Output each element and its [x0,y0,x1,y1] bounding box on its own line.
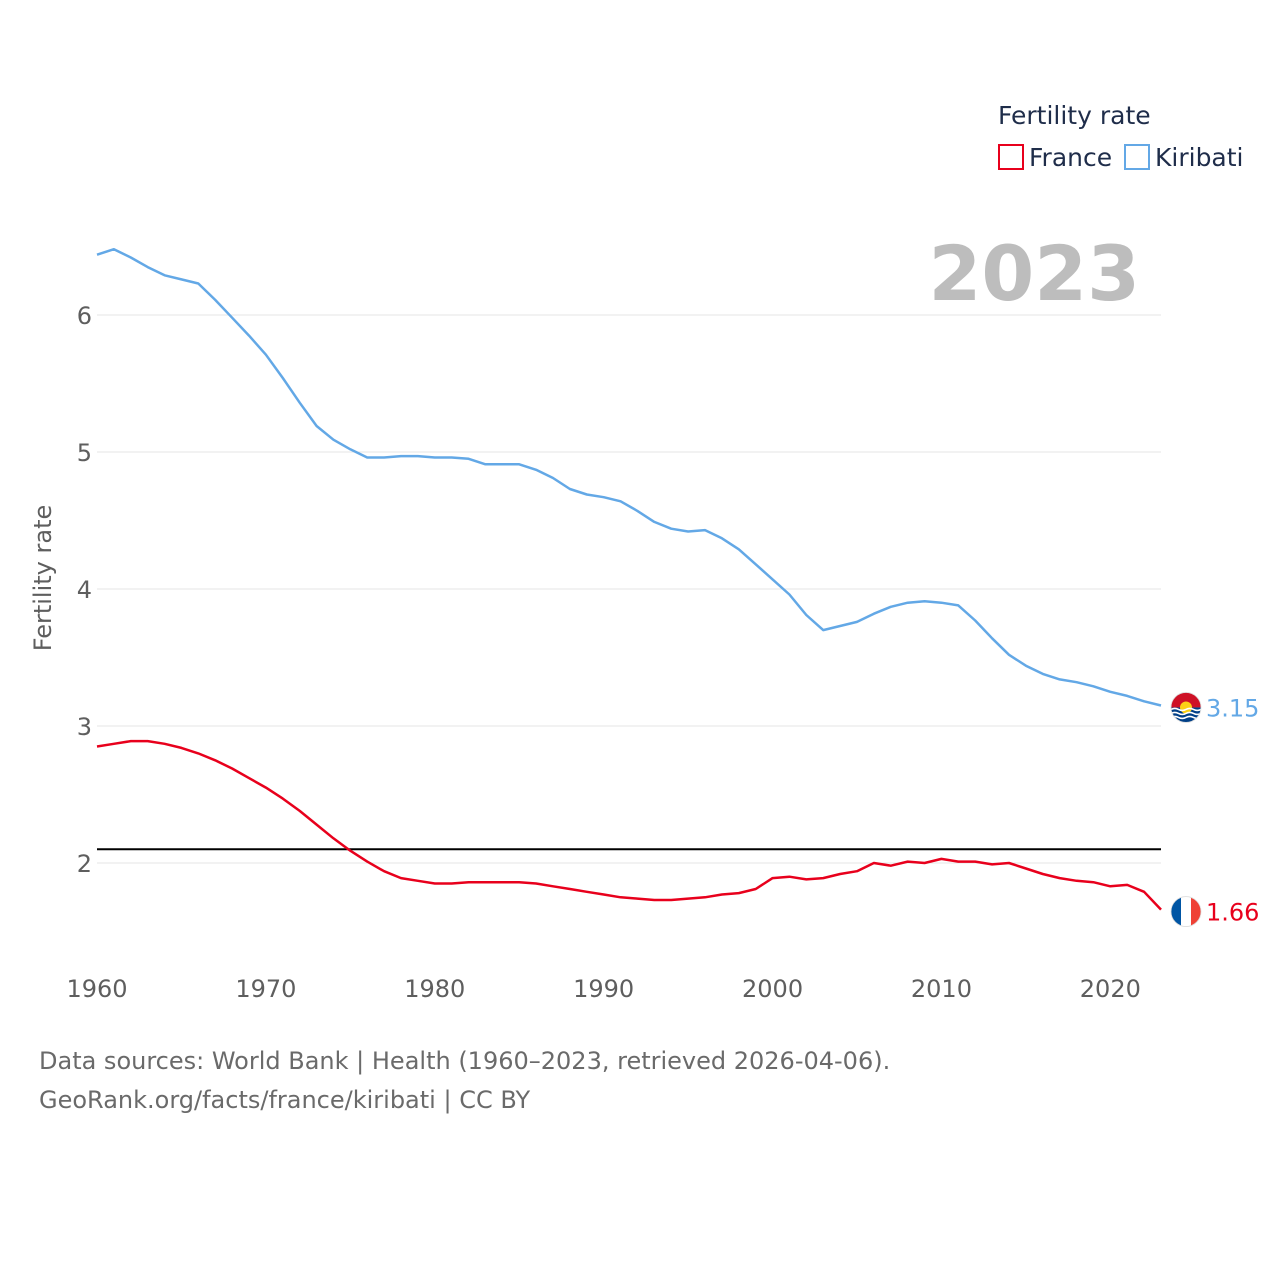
x-tick-label: 2010 [911,975,972,1003]
legend-item-kiribati[interactable]: Kiribati [1124,143,1244,172]
series-line-kiribati[interactable] [96,247,1162,707]
france-flag-icon [1170,896,1202,927]
legend-label-france: France [1029,143,1112,172]
x-tick-label: 2000 [742,975,803,1003]
x-tick-label: 1960 [66,975,127,1003]
legend-item-france[interactable]: France [998,143,1112,172]
x-tick-label: 1990 [573,975,634,1003]
legend-swatch-kiribati [1124,144,1150,170]
source-line-1: Data sources: World Bank | Health (1960–… [39,1047,890,1075]
y-axis-title: Fertility rate [29,505,57,652]
year-label: 2023 [928,229,1140,318]
series-end-markers: 1.66 3.15 [1170,692,1259,927]
y-tick-label: 3 [77,713,92,741]
x-tick-label: 1970 [235,975,296,1003]
x-tick-label: 1980 [404,975,465,1003]
x-axis-ticks: 1960 1970 1980 1990 2000 2010 2020 [66,975,1140,1003]
y-tick-label: 6 [77,302,92,330]
end-value-label-kiribati: 3.15 [1206,694,1259,722]
y-tick-label: 4 [77,576,92,604]
legend-swatch-france [998,144,1024,170]
y-tick-label: 5 [77,439,92,467]
end-value-label-france: 1.66 [1206,899,1259,927]
legend-label-kiribati: Kiribati [1155,143,1244,172]
y-tick-label: 2 [77,850,92,878]
legend-title: Fertility rate [998,101,1151,130]
x-tick-label: 2020 [1080,975,1141,1003]
y-axis-ticks: 2 3 4 5 6 [77,302,92,878]
series-line-france[interactable] [96,739,1162,911]
kiribati-flag-icon [1170,692,1202,723]
grid-lines [97,314,1161,864]
series-lines [96,247,1162,911]
source-line-2[interactable]: GeoRank.org/facts/france/kiribati | CC B… [39,1086,530,1114]
